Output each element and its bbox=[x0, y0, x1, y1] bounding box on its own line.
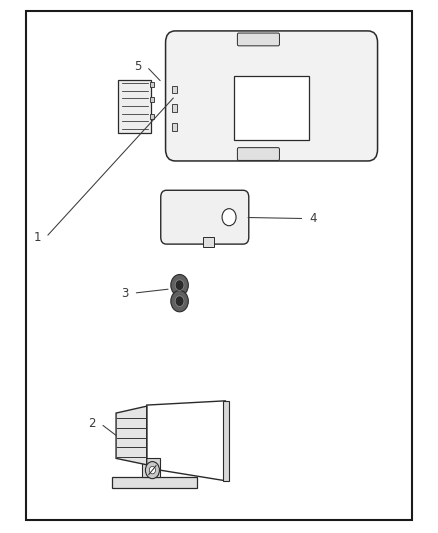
FancyBboxPatch shape bbox=[237, 148, 279, 160]
Circle shape bbox=[175, 280, 184, 290]
Text: 2: 2 bbox=[88, 417, 96, 430]
Bar bbox=[142, 458, 160, 477]
Bar bbox=[223, 401, 229, 481]
Bar bbox=[112, 477, 197, 488]
FancyBboxPatch shape bbox=[166, 31, 378, 161]
Bar bbox=[150, 97, 154, 102]
Bar bbox=[172, 123, 177, 131]
FancyBboxPatch shape bbox=[161, 190, 249, 244]
Polygon shape bbox=[147, 401, 226, 481]
Bar bbox=[172, 86, 177, 93]
Bar bbox=[26, 11, 412, 520]
Bar bbox=[203, 237, 214, 247]
Circle shape bbox=[171, 274, 188, 296]
Bar bbox=[234, 76, 309, 140]
Circle shape bbox=[145, 462, 159, 479]
Text: 1: 1 bbox=[33, 231, 41, 244]
Circle shape bbox=[171, 290, 188, 312]
Bar bbox=[118, 80, 151, 133]
Bar bbox=[172, 104, 177, 112]
Text: 5: 5 bbox=[134, 60, 141, 73]
Bar bbox=[150, 82, 154, 87]
Circle shape bbox=[149, 466, 155, 474]
Text: 3: 3 bbox=[121, 287, 128, 300]
Circle shape bbox=[222, 208, 236, 226]
Bar bbox=[150, 114, 154, 119]
Polygon shape bbox=[116, 406, 147, 465]
Text: 4: 4 bbox=[309, 212, 317, 225]
FancyBboxPatch shape bbox=[237, 33, 279, 46]
Circle shape bbox=[175, 296, 184, 306]
